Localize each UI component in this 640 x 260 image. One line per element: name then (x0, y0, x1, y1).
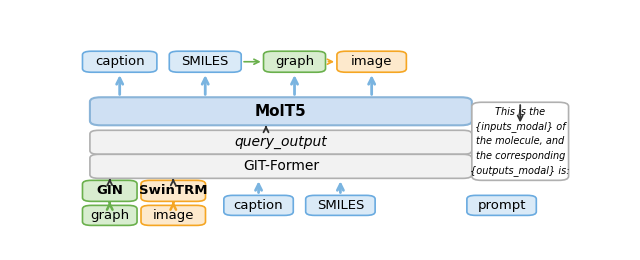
FancyBboxPatch shape (306, 195, 375, 215)
Text: graph: graph (90, 209, 129, 222)
FancyBboxPatch shape (264, 51, 326, 72)
FancyBboxPatch shape (337, 51, 406, 72)
Text: query_output: query_output (234, 135, 327, 149)
Text: prompt: prompt (477, 199, 526, 212)
Text: SMILES: SMILES (182, 55, 229, 68)
FancyBboxPatch shape (141, 180, 205, 201)
Text: image: image (152, 209, 194, 222)
Text: GIN: GIN (97, 184, 123, 197)
FancyBboxPatch shape (83, 51, 157, 72)
FancyBboxPatch shape (83, 205, 137, 225)
FancyBboxPatch shape (224, 195, 293, 215)
FancyBboxPatch shape (472, 102, 568, 180)
FancyBboxPatch shape (169, 51, 241, 72)
Text: GIT-Former: GIT-Former (243, 159, 319, 173)
Text: image: image (351, 55, 392, 68)
FancyBboxPatch shape (467, 195, 536, 215)
FancyBboxPatch shape (90, 130, 472, 154)
Text: SMILES: SMILES (317, 199, 364, 212)
Text: SwinTRM: SwinTRM (139, 184, 207, 197)
Text: This is the
{inputs_modal} of
the molecule, and
the corresponding
{outputs_modal: This is the {inputs_modal} of the molecu… (470, 107, 570, 176)
FancyBboxPatch shape (90, 97, 472, 125)
Text: graph: graph (275, 55, 314, 68)
FancyBboxPatch shape (90, 154, 472, 178)
FancyBboxPatch shape (141, 205, 205, 225)
FancyBboxPatch shape (83, 180, 137, 201)
Text: MolT5: MolT5 (255, 104, 307, 119)
Text: caption: caption (95, 55, 145, 68)
Text: caption: caption (234, 199, 284, 212)
